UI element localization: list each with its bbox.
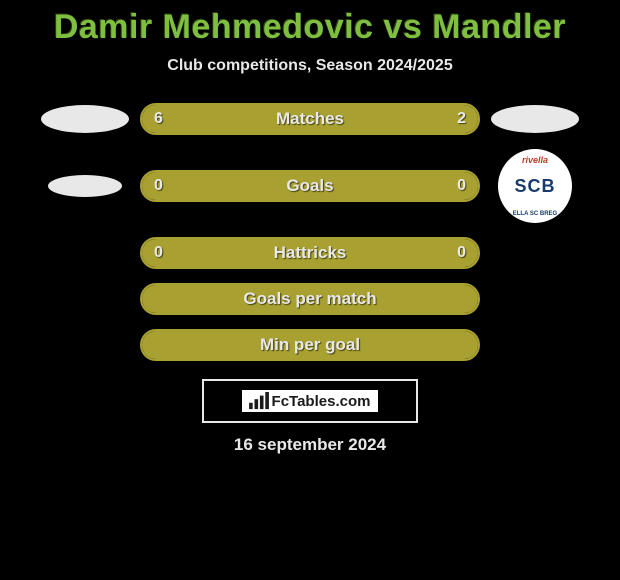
left-icon-slot	[40, 105, 130, 133]
badge-mid-text: SCB	[514, 176, 555, 197]
stat-row: 6Matches2	[0, 103, 620, 135]
stat-bar: 0Hattricks0	[140, 237, 480, 269]
stat-label: Matches	[142, 109, 478, 129]
stat-value-right: 2	[457, 110, 466, 128]
player-ellipse-icon	[491, 105, 579, 133]
stat-bar: Goals per match	[140, 283, 480, 315]
stat-label: Hattricks	[142, 243, 478, 263]
badge-top-text: rivella	[522, 155, 548, 165]
right-icon-slot: rivella SCB ELLA SC BREG	[490, 149, 580, 223]
player-ellipse-icon	[48, 175, 122, 197]
footer-brand-box: FcTables.com	[202, 379, 418, 423]
stat-row: Goals per match	[0, 283, 620, 315]
bars-icon	[248, 392, 270, 410]
comparison-infographic: Damir Mehmedovic vs Mandler Club competi…	[0, 0, 620, 455]
club-badge-icon: rivella SCB ELLA SC BREG	[498, 149, 572, 223]
date-text: 16 september 2024	[0, 435, 620, 455]
stat-label: Min per goal	[142, 335, 478, 355]
stat-value-right: 0	[457, 177, 466, 195]
right-icon-slot	[490, 105, 580, 133]
stat-label: Goals per match	[142, 289, 478, 309]
footer-brand-text: FcTables.com	[270, 393, 373, 410]
footer-brand-inner: FcTables.com	[242, 390, 379, 412]
stat-row: 0Hattricks0	[0, 237, 620, 269]
stat-label: Goals	[142, 176, 478, 196]
subtitle: Club competitions, Season 2024/2025	[0, 57, 620, 75]
player-ellipse-icon	[41, 105, 129, 133]
stat-bar: 6Matches2	[140, 103, 480, 135]
stat-bar: Min per goal	[140, 329, 480, 361]
left-icon-slot	[40, 175, 130, 197]
stat-row: Min per goal	[0, 329, 620, 361]
stat-bar: 0Goals0	[140, 170, 480, 202]
stat-value-right: 0	[457, 244, 466, 262]
stat-row: 0Goals0 rivella SCB ELLA SC BREG	[0, 149, 620, 223]
badge-bottom-text: ELLA SC BREG	[513, 211, 557, 217]
page-title: Damir Mehmedovic vs Mandler	[0, 8, 620, 47]
stats-area: 6Matches20Goals0rivellaSCBELLA SC BREG0H…	[0, 103, 620, 361]
